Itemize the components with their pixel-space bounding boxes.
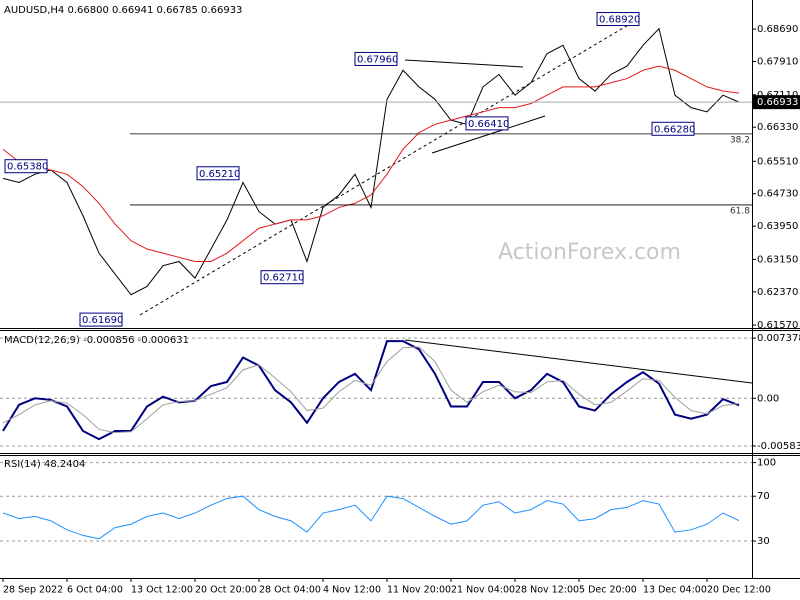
panel-frames [0,0,800,579]
series-line [2,346,740,434]
x-tick-label: 6 Oct 04:00 [67,585,123,596]
x-tick-label: 28 Sep 2022 [3,585,63,596]
x-tick-label: 11 Nov 20:00 [387,585,451,596]
annotation-box [354,51,398,66]
trend-line [404,59,524,68]
y-tick-label: 0.61570 [757,320,798,331]
series-line [2,65,740,262]
series-line [2,340,740,441]
x-tick-label: 13 Oct 12:00 [131,585,193,596]
annotation-label: 0.61690 [82,315,123,326]
annotation-label: 0.65380 [7,162,48,173]
x-tick-label: 20 Oct 20:00 [195,585,257,596]
annotation-label: 0.62710 [263,273,304,284]
watermark: ActionForex.com [498,240,681,265]
macd-title: MACD(12,26,9) -0.000856 -0.000631 [4,335,189,346]
y-tick-label: 0.67910 [757,57,798,68]
annotation-box [196,166,240,181]
trend-line [431,115,546,154]
rsi-title: RSI(14) 48.2404 [4,459,85,470]
x-tick-label: 5 Dec 20:00 [579,585,637,596]
y-tick-label: 0.63950 [757,221,798,232]
price-box [753,95,800,110]
y-tick-label: 0.007378 [757,333,800,344]
price-box-label: 0.66933 [757,97,798,108]
annotation-label: 0.66280 [654,124,695,135]
annotation-box [4,159,48,174]
trend-line [139,17,641,316]
fib-label: 61.8 [730,206,750,216]
y-tick-label: 100 [757,458,776,469]
x-tick-label: 13 Dec 04:00 [643,585,707,596]
trend-line [404,339,753,384]
y-tick-label: 0.63150 [757,254,798,265]
x-tick-label: 20 Dec 12:00 [707,585,771,596]
y-tick-label: 0.65510 [757,156,798,167]
series-line [2,27,740,296]
annotation-label: 0.67960 [357,54,398,65]
chart-title: AUDUSD,H4 0.66800 0.66941 0.66785 0.6693… [4,5,242,16]
y-tick-label: 0.68690 [757,24,798,35]
x-tick-label: 4 Nov 12:00 [323,585,381,596]
y-tick-label: -0.005839 [757,441,800,452]
annotation-box [596,12,640,27]
annotation-label: 0.68920 [599,15,640,26]
x-tick-label: 21 Nov 04:00 [451,585,515,596]
annotation-box [651,121,695,136]
y-tick-label: 70 [757,491,770,502]
annotation-box [465,116,509,131]
y-tick-label: 30 [757,536,770,547]
annotation-label: 0.65210 [199,169,240,180]
annotation-label: 0.66410 [468,119,509,130]
y-tick-label: 0.66330 [757,122,798,133]
series-line [2,495,740,540]
y-tick-label: 0.62370 [757,287,798,298]
y-tick-label: 0.64730 [757,189,798,200]
fib-label: 38.2 [730,135,750,145]
x-tick-label: 28 Nov 12:00 [515,585,579,596]
annotation-box [260,270,304,285]
y-tick-label: 0.00 [757,393,779,404]
annotation-box [79,312,123,327]
x-tick-label: 28 Oct 04:00 [259,585,321,596]
